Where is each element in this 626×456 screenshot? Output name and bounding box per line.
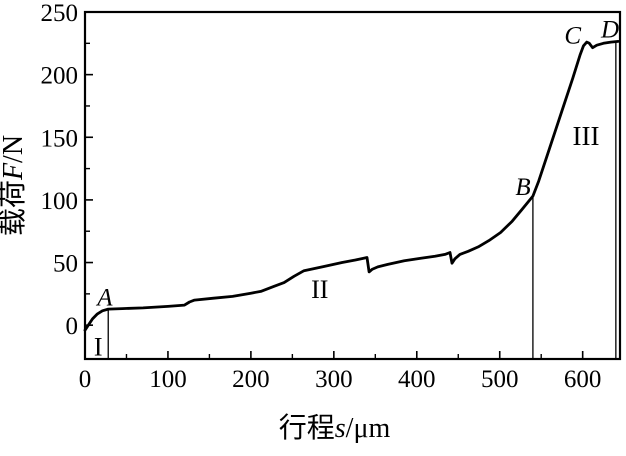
x-tick-label: 200 [232, 366, 270, 393]
plot-box [83, 10, 622, 361]
annotation-i: I [94, 332, 103, 361]
y-axis-label: 载荷F/N [0, 135, 29, 236]
y-tick-label: 0 [66, 313, 79, 340]
x-tick-label: 500 [481, 366, 519, 393]
load-curve [83, 40, 620, 332]
annotation-b: B [515, 174, 530, 201]
annotation-d: D [600, 16, 619, 43]
y-tick-label: 100 [41, 188, 79, 215]
annotation-iii: III [573, 121, 600, 151]
x-tick-label: 600 [564, 366, 602, 393]
y-tick-label: 200 [41, 63, 79, 90]
x-axis-label: 行程s/μm [279, 412, 391, 444]
annotation-a: A [95, 284, 113, 311]
x-tick-label: 300 [315, 366, 353, 393]
y-tick-label: 50 [53, 251, 78, 278]
x-tick-label: 0 [79, 366, 92, 393]
y-tick-label: 150 [41, 125, 79, 152]
y-tick-label: 250 [41, 0, 79, 27]
x-tick-label: 100 [149, 366, 187, 393]
x-tick-label: 400 [398, 366, 436, 393]
annotation-ii: II [311, 275, 328, 304]
annotation-c: C [564, 23, 581, 50]
